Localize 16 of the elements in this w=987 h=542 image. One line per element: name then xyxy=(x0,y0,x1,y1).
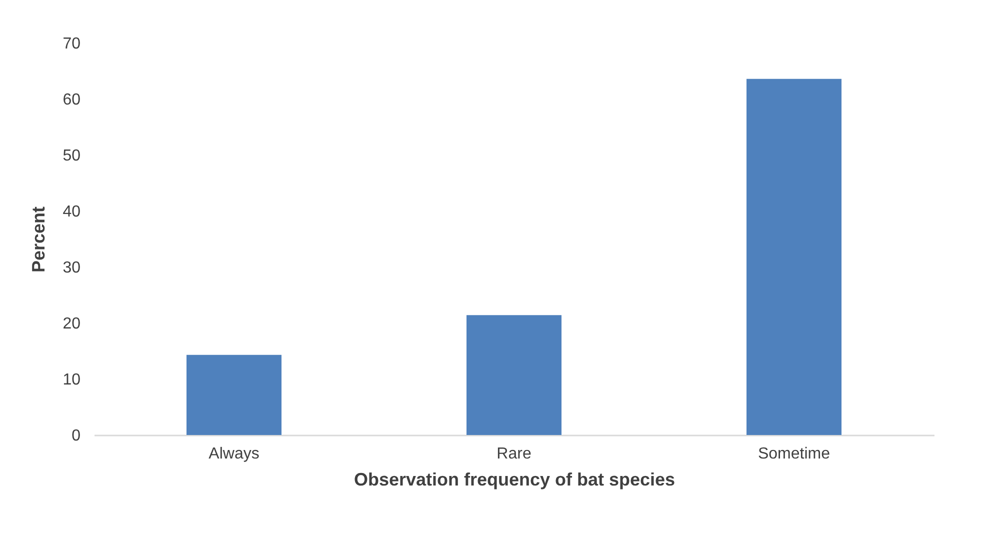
x-axis-title: Observation frequency of bat species xyxy=(354,470,676,490)
y-tick-label: 0 xyxy=(72,428,81,444)
bar xyxy=(466,315,562,435)
bar xyxy=(186,354,282,435)
y-tick-label: 10 xyxy=(62,372,81,388)
y-tick-label: 60 xyxy=(62,92,81,108)
y-tick-label: 20 xyxy=(62,316,81,332)
bar xyxy=(746,78,842,435)
y-tick-label: 30 xyxy=(62,260,81,276)
y-tick-label: 50 xyxy=(62,148,81,164)
x-tick-label: Rare xyxy=(496,446,532,462)
x-tick-label: Sometime xyxy=(758,446,830,462)
y-axis-title: Percent xyxy=(28,206,49,273)
x-tick-label: Always xyxy=(208,446,260,462)
y-tick-label: 70 xyxy=(62,36,81,52)
y-tick-label: 40 xyxy=(62,204,81,220)
